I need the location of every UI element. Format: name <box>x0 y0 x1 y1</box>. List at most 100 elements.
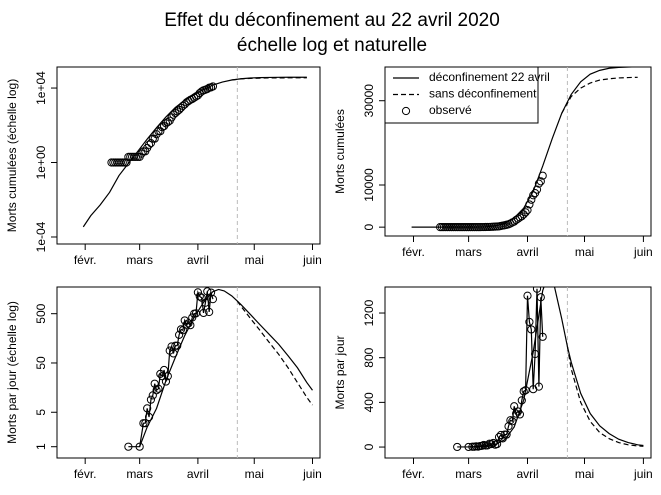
panel: févr. mars avril mai juin 0 10000 30000 Morts cu… <box>333 66 653 259</box>
plot-frame <box>384 286 652 459</box>
observed-point <box>506 416 515 425</box>
observed-point <box>182 320 191 329</box>
legend: déconfinement 22 avril sans déconfinement… <box>384 66 550 124</box>
observed-point <box>159 365 169 375</box>
observed-point <box>146 139 156 148</box>
x-tick-label: juin <box>633 245 653 259</box>
observed-point <box>135 442 144 451</box>
plot-frame <box>56 66 321 245</box>
observed-point <box>487 439 496 449</box>
observed-point <box>532 185 542 194</box>
observed-point <box>523 291 532 300</box>
observed-point <box>122 158 131 167</box>
y-tick-label: 50 <box>34 356 48 370</box>
observed-point <box>502 430 511 439</box>
x-tick-label: avril <box>516 467 538 481</box>
x-tick-label: févr. <box>74 467 97 481</box>
legend-label: observé <box>429 103 472 117</box>
y-tick-label: 1e+00 <box>34 145 48 179</box>
observed-point <box>163 372 172 381</box>
observed-point <box>534 179 544 188</box>
plot-frame <box>56 286 321 459</box>
observed-point <box>169 349 178 358</box>
y-axis-label: Morts par jour <box>333 335 347 409</box>
x-tick-label: févr. <box>74 253 97 267</box>
y-tick-label: 1 <box>34 443 48 450</box>
observed-point <box>154 384 163 393</box>
observed-point <box>203 287 212 296</box>
observed-point <box>534 382 544 391</box>
observed-point <box>193 288 202 297</box>
observed-point <box>152 386 161 395</box>
panel: févr. mars avril mai juin 1 5 50 500 Morts par jo… <box>5 286 322 481</box>
observed-point <box>531 349 540 359</box>
y-axis-label: Morts cumulées <box>333 109 347 194</box>
model-line <box>231 77 307 81</box>
legend-label: sans déconfinement <box>429 87 537 101</box>
x-tick-label: mars <box>126 253 153 267</box>
x-tick-label: févr. <box>402 245 425 259</box>
observed-point <box>515 410 525 419</box>
observed-point <box>195 292 204 301</box>
plot-area <box>82 76 307 228</box>
observed-point <box>453 442 462 452</box>
observed-point <box>527 325 536 334</box>
observed-point <box>158 372 167 381</box>
panel: févr. mars avril mai juin 1e-04 1e+00 1e+04 Mort… <box>5 66 322 267</box>
observed-point <box>508 417 517 426</box>
observed-point <box>521 386 530 395</box>
model-line <box>139 288 313 447</box>
plot-area <box>453 287 644 452</box>
y-tick-label: 0 <box>362 443 376 450</box>
y-axis-label: Morts cumulées (échelle log) <box>5 79 19 232</box>
y-tick-label: 10000 <box>362 168 376 202</box>
plot-area <box>124 287 313 451</box>
plot-area <box>411 67 638 232</box>
observed-point <box>144 412 154 422</box>
y-tick-label: 1200 <box>362 299 376 326</box>
x-tick-label: avril <box>187 467 209 481</box>
legend-label: déconfinement 22 avril <box>429 70 550 84</box>
y-axis-label: Morts par jour (échelle log) <box>5 301 19 444</box>
model-line <box>468 287 644 448</box>
x-tick-label: juin <box>302 467 322 481</box>
observed-point <box>144 140 154 149</box>
y-tick-label: 400 <box>362 392 376 412</box>
observed-point <box>146 395 156 404</box>
observed-point <box>184 319 193 328</box>
observed-point <box>532 287 542 293</box>
y-tick-label: 800 <box>362 347 376 367</box>
observed-point <box>489 438 498 448</box>
y-tick-label: 1e-04 <box>34 221 48 252</box>
observed-point <box>201 298 210 307</box>
x-tick-label: mai <box>575 467 594 481</box>
x-tick-label: mars <box>126 467 153 481</box>
observed-point <box>519 387 528 396</box>
observed-point <box>186 321 195 330</box>
observed-point <box>206 83 216 92</box>
x-tick-label: mars <box>455 245 482 259</box>
model-line <box>561 76 638 114</box>
x-tick-label: mai <box>245 467 264 481</box>
observed-point <box>538 332 547 341</box>
observed-point <box>173 341 182 350</box>
observed-point <box>536 177 545 186</box>
observed-point <box>517 396 526 405</box>
chart-subtitle: échelle log et naturelle <box>237 35 427 56</box>
legend-box <box>384 66 539 124</box>
observed-point <box>529 191 538 200</box>
x-tick-label: avril <box>187 253 209 267</box>
observed-point <box>525 317 534 327</box>
observed-point <box>203 84 212 94</box>
y-tick-label: 1e+04 <box>34 71 48 105</box>
x-tick-label: mai <box>575 245 594 259</box>
observed-point <box>538 171 547 180</box>
observed-point <box>143 404 152 413</box>
observed-line <box>128 290 214 448</box>
observed-point <box>506 219 515 228</box>
x-tick-label: juin <box>633 467 653 481</box>
observed-point <box>205 307 214 317</box>
x-tick-label: avril <box>516 245 538 259</box>
x-tick-label: févr. <box>402 467 425 481</box>
